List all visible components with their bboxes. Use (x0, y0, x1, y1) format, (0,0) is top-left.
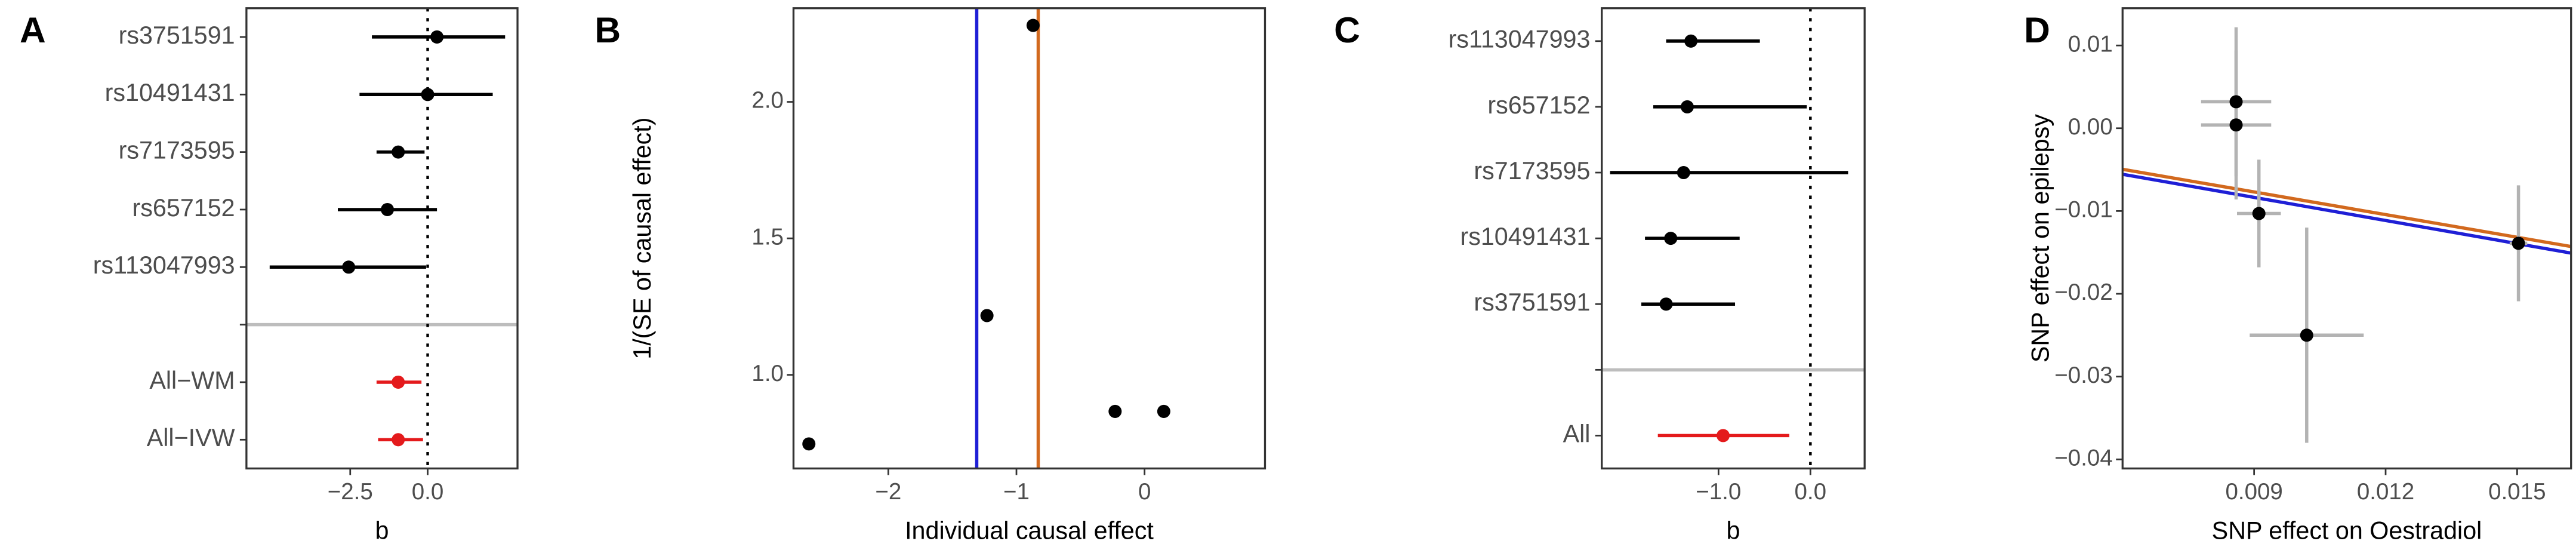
category-label: All−IVW (147, 424, 235, 451)
category-label: rs7173595 (119, 137, 235, 164)
regression-line (2122, 167, 2572, 248)
estimate (1684, 34, 1698, 48)
y-tick-label: 1.0 (751, 361, 784, 386)
x-tick-label: 0 (1138, 479, 1151, 505)
y-tick-label: −0.03 (2054, 362, 2112, 388)
x-tick-label: −2.5 (328, 479, 373, 505)
estimate (430, 30, 444, 44)
point (2229, 118, 2243, 132)
estimate (1659, 297, 1673, 311)
x-tick-label: 0.015 (2488, 479, 2546, 505)
plot-frame (245, 7, 519, 470)
estimate (342, 260, 356, 274)
category-label: rs657152 (1487, 91, 1590, 119)
category-label: All (1563, 420, 1591, 447)
y-tick-label: 1.5 (751, 224, 784, 250)
y-axis-title: 1/(SE of causal effect) (628, 118, 656, 360)
x-tick-label: 0.0 (412, 479, 444, 505)
point (2229, 95, 2243, 109)
x-tick-label: 0.009 (2225, 479, 2282, 505)
category-label: rs10491431 (1460, 223, 1590, 250)
estimate (1680, 100, 1694, 113)
estimate (392, 145, 405, 159)
x-axis-title: SNP effect on Oestradiol (2212, 517, 2482, 545)
point (1157, 404, 1170, 418)
y-tick-label: −0.04 (2054, 445, 2112, 471)
x-axis-title: b (1726, 517, 1740, 545)
estimate (392, 433, 405, 447)
y-tick-label: −0.01 (2054, 197, 2112, 223)
plot-frame (2121, 7, 2572, 470)
estimate (1664, 232, 1678, 245)
category-label: rs3751591 (119, 21, 235, 49)
x-tick-label: −1 (1003, 479, 1030, 505)
panel-label: D (2024, 10, 2050, 50)
category-label: rs7173595 (1474, 157, 1590, 185)
estimate (381, 202, 395, 216)
panel-label: B (594, 10, 621, 50)
point (2300, 328, 2313, 342)
x-axis-title: Individual causal effect (905, 517, 1154, 545)
point (980, 309, 994, 322)
category-label: rs113047993 (1449, 26, 1591, 53)
y-tick-label: 0.01 (2068, 31, 2113, 57)
panel-label: A (20, 10, 46, 50)
category-label: rs3751591 (1474, 288, 1590, 316)
category-label: All−WM (149, 367, 235, 394)
regression-line (2122, 173, 2572, 255)
x-tick-label: −1.0 (1696, 479, 1741, 505)
estimate (1677, 166, 1690, 180)
estimate (392, 375, 405, 389)
x-tick-label: 0.012 (2357, 479, 2414, 505)
estimate (421, 88, 435, 102)
y-tick-label: 0.00 (2068, 114, 2113, 140)
x-axis-title: b (375, 517, 389, 545)
point (2512, 236, 2525, 250)
panel-label: C (1334, 10, 1360, 50)
y-axis-title: SNP effect on epilepsy (2026, 114, 2054, 362)
point (2252, 207, 2266, 220)
category-label: rs113047993 (93, 251, 235, 279)
point (802, 437, 816, 451)
point (1026, 19, 1040, 32)
plot-frame (1601, 7, 1866, 470)
y-tick-label: −0.02 (2054, 279, 2112, 305)
point (1108, 404, 1122, 418)
estimate (1716, 429, 1730, 443)
category-label: rs657152 (133, 194, 235, 222)
y-tick-label: 2.0 (751, 88, 784, 113)
x-tick-label: 0.0 (1795, 479, 1827, 505)
x-tick-label: −2 (875, 479, 901, 505)
plot-frame (792, 7, 1267, 470)
category-label: rs10491431 (105, 79, 235, 106)
